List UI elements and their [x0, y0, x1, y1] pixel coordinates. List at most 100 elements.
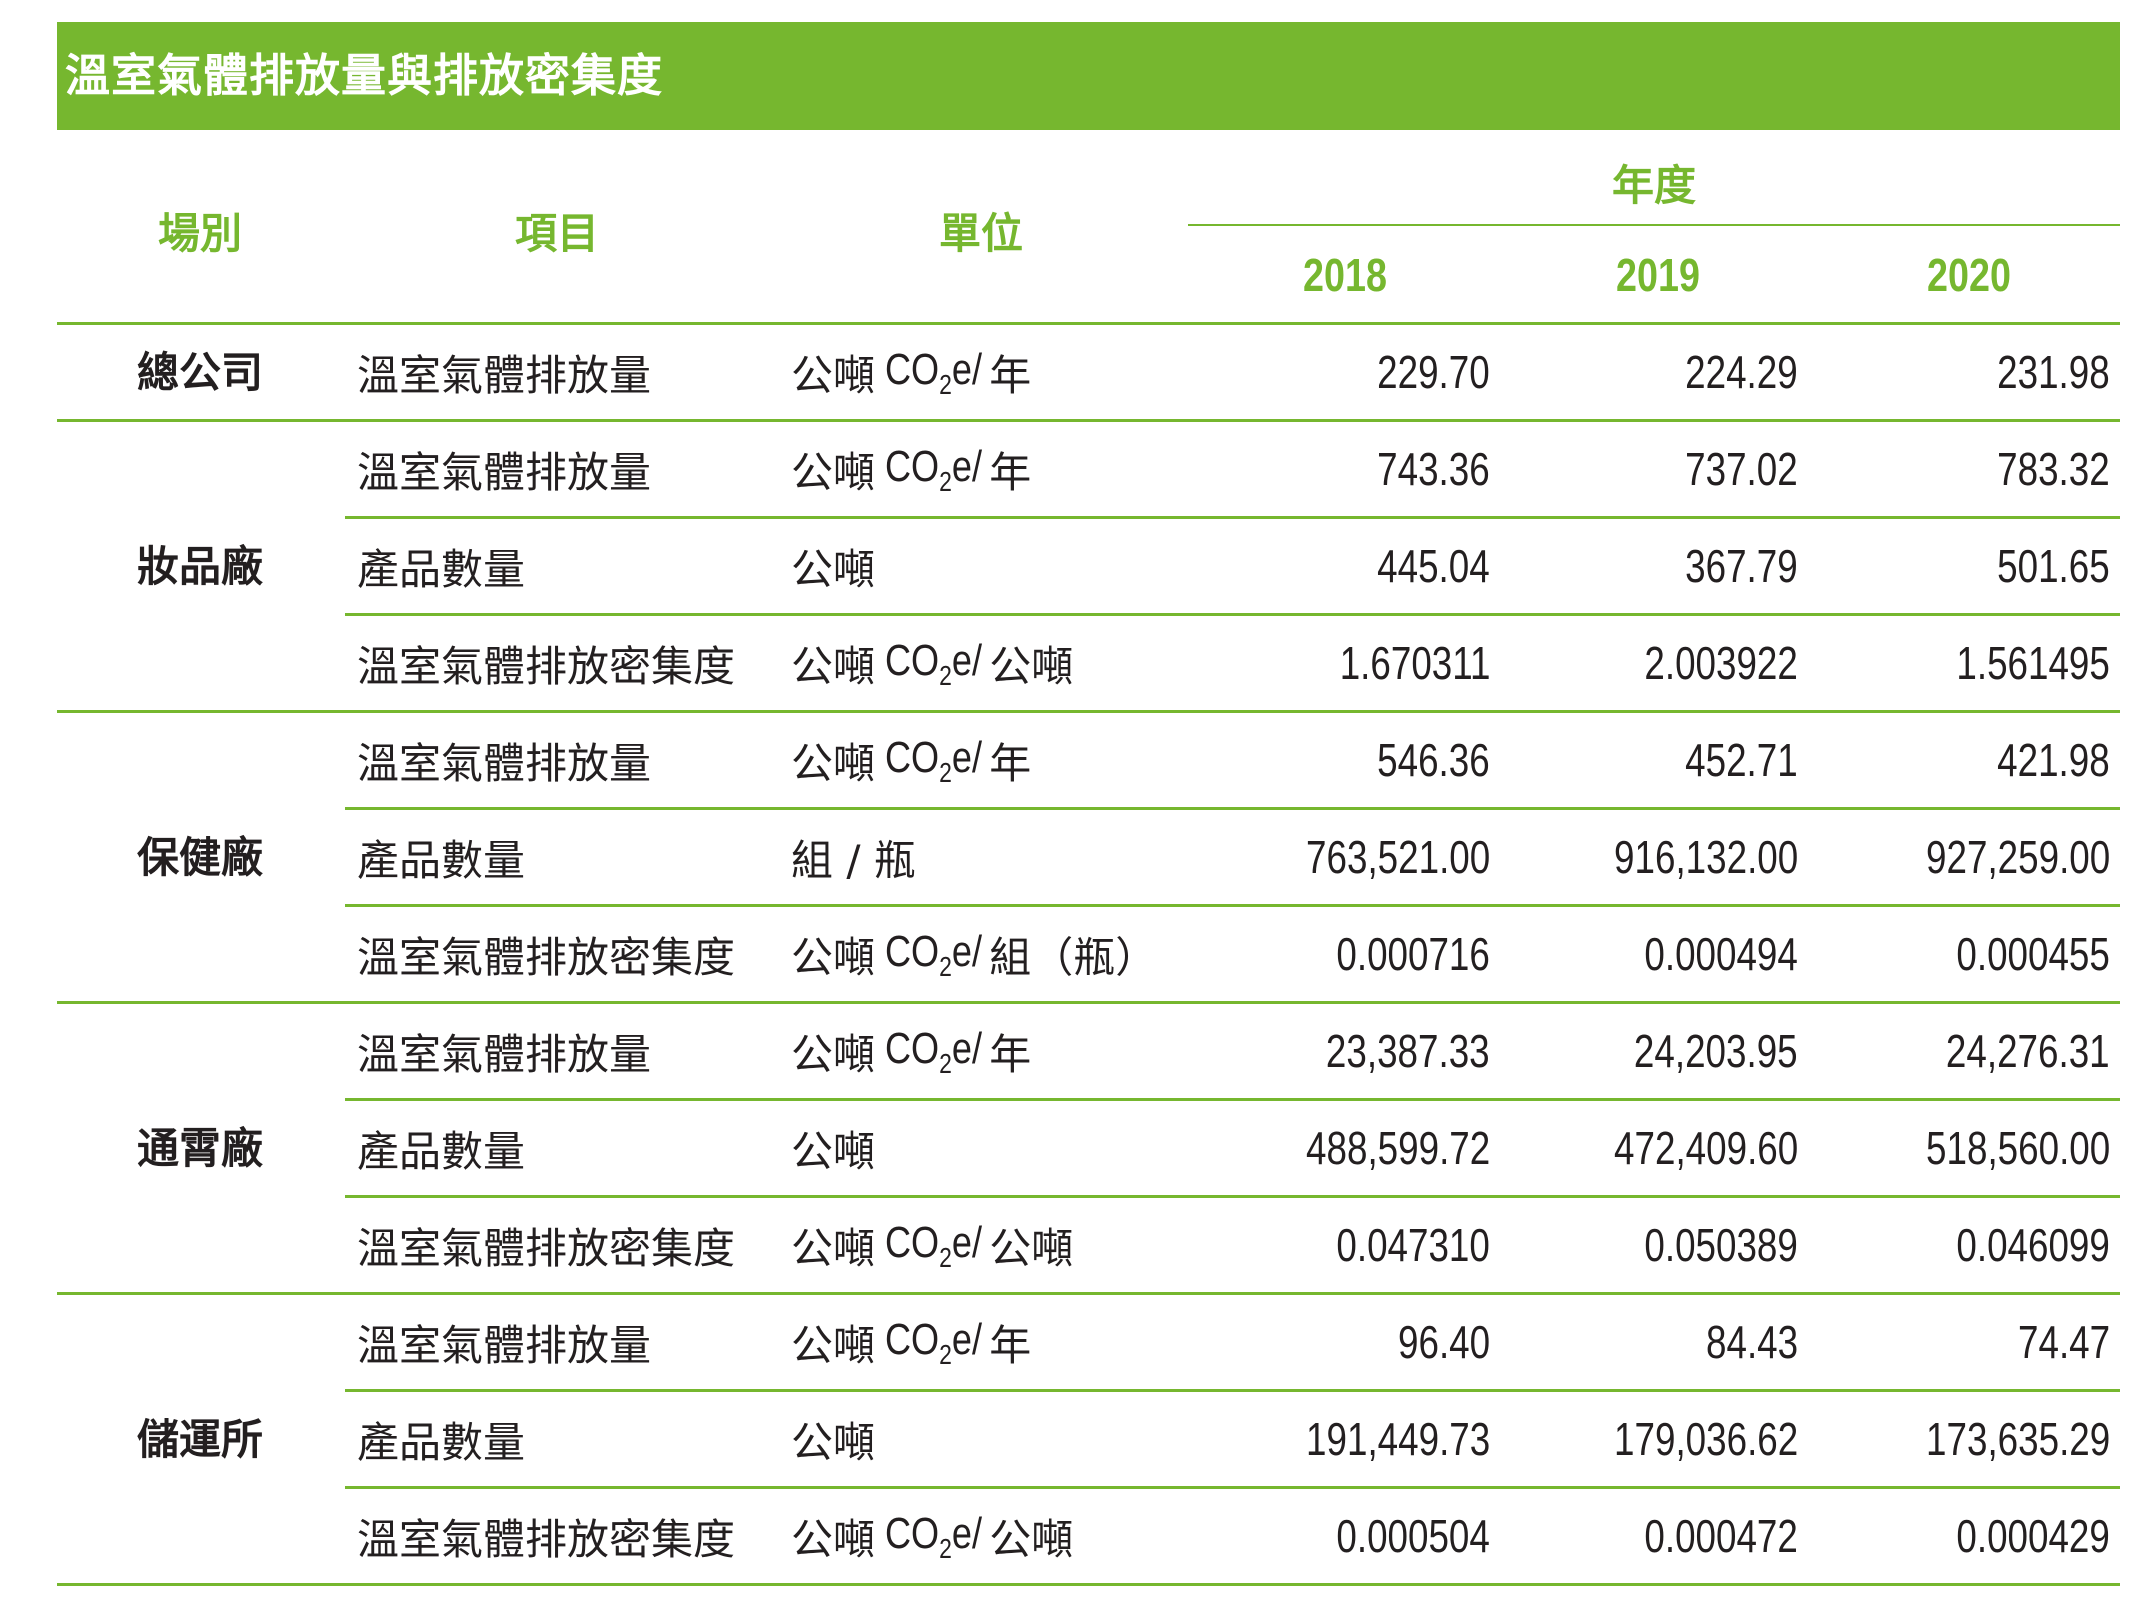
header-site: 場別 [157, 209, 242, 258]
header-year-divider [1188, 224, 2120, 226]
row-value-2020: 1.561495 [1956, 637, 2111, 689]
unit-co2: CO2e/ [885, 1023, 983, 1079]
unit-suffix: 公噸 [989, 1224, 1074, 1273]
unit-co2-subscript: 2 [939, 950, 952, 982]
row-item-label: 溫室氣體排放量 [357, 1321, 652, 1370]
row-divider [345, 1389, 2120, 1392]
row-value-2020: 24,276.31 [1946, 1025, 2110, 1077]
unit-suffix: 年 [989, 739, 1032, 788]
unit-co2: CO2e/ [885, 344, 983, 400]
unit-prefix: 公噸 [791, 1030, 876, 1079]
unit-prefix: 公噸 [791, 545, 876, 594]
header-bottom-rule [57, 322, 2120, 325]
row-unit: 公噸 CO2e/ 公噸 [791, 1197, 1073, 1294]
row-value-2020: 518,560.00 [1925, 1122, 2110, 1174]
row-unit: 組 / 瓶 [791, 809, 916, 906]
row-unit: 公噸 CO2e/ 年 [791, 421, 1031, 518]
unit-co2: CO2e/ [885, 635, 983, 691]
row-divider [345, 807, 2120, 810]
row-item-label: 溫室氣體排放密集度 [357, 1515, 736, 1564]
row-value-2018: 23,387.33 [1326, 1025, 1490, 1077]
unit-suffix: 公噸 [989, 1515, 1074, 1564]
unit-co2-subscript: 2 [939, 756, 952, 788]
table-title: 溫室氣體排放量與排放密集度 [57, 22, 2120, 130]
row-item-label: 溫室氣體排放量 [357, 351, 652, 400]
row-item-label: 溫室氣體排放密集度 [357, 642, 736, 691]
header-item: 項目 [514, 209, 599, 258]
row-value-2018: 743.36 [1377, 443, 1490, 495]
row-value-2019: 916,132.00 [1613, 831, 1798, 883]
site-label: 妝品廠 [136, 542, 263, 591]
row-value-2019: 367.79 [1685, 540, 1798, 592]
group-divider [57, 1292, 2120, 1295]
row-value-2019: 24,203.95 [1634, 1025, 1798, 1077]
row-unit: 公噸 [791, 1391, 875, 1488]
header-year-2018: 2018 [1303, 249, 1387, 301]
site-label: 總公司 [136, 348, 263, 397]
unit-suffix: 年 [989, 448, 1032, 497]
row-value-2020: 783.32 [1997, 443, 2110, 495]
row-item-label: 溫室氣體排放密集度 [357, 1224, 736, 1273]
row-value-2019: 0.000472 [1644, 1510, 1799, 1562]
row-value-2019: 737.02 [1685, 443, 1798, 495]
unit-suffix: 年 [989, 1321, 1032, 1370]
row-value-2019: 472,409.60 [1613, 1122, 1798, 1174]
row-value-2018: 0.000716 [1336, 928, 1491, 980]
unit-co2: CO2e/ [885, 1314, 983, 1370]
row-value-2020: 927,259.00 [1925, 831, 2110, 883]
row-item-label: 產品數量 [357, 836, 526, 885]
row-value-2020: 421.98 [1997, 734, 2110, 786]
row-value-2018: 229.70 [1377, 346, 1490, 398]
row-divider [345, 1098, 2120, 1101]
row-value-2018: 96.40 [1397, 1316, 1490, 1368]
unit-prefix: 公噸 [791, 739, 876, 788]
row-item-label: 產品數量 [357, 1418, 526, 1467]
unit-prefix: 公噸 [791, 1515, 876, 1564]
row-unit: 公噸 [791, 1100, 875, 1197]
row-item-label: 溫室氣體排放量 [357, 448, 652, 497]
row-value-2018: 191,449.73 [1305, 1413, 1490, 1465]
unit-co2-subscript: 2 [939, 1241, 952, 1273]
unit-prefix: 公噸 [791, 351, 876, 400]
row-unit: 公噸 CO2e/ 年 [791, 324, 1031, 421]
unit-co2: CO2e/ [885, 441, 983, 497]
site-label: 保健廠 [136, 833, 263, 882]
row-value-2020: 74.47 [2017, 1316, 2110, 1368]
unit-prefix: 公噸 [791, 1321, 876, 1370]
row-value-2020: 0.000429 [1956, 1510, 2111, 1562]
row-divider [345, 904, 2120, 907]
row-divider [345, 1486, 2120, 1489]
row-unit: 公噸 CO2e/ 公噸 [791, 1488, 1073, 1585]
row-value-2019: 0.050389 [1644, 1219, 1799, 1271]
header-year-group: 年度 [1611, 161, 1696, 210]
unit-prefix: 公噸 [791, 1418, 876, 1467]
header-unit: 單位 [938, 209, 1023, 258]
site-label: 儲運所 [136, 1415, 263, 1464]
row-value-2019: 2.003922 [1644, 637, 1799, 689]
row-value-2019: 224.29 [1685, 346, 1798, 398]
group-divider [57, 1001, 2120, 1004]
row-value-2018: 0.000504 [1336, 1510, 1491, 1562]
unit-prefix: 公噸 [791, 1127, 876, 1176]
row-value-2019: 0.000494 [1644, 928, 1799, 980]
unit-suffix: 年 [989, 1030, 1032, 1079]
row-value-2020: 0.046099 [1956, 1219, 2111, 1271]
unit-suffix: 年 [989, 351, 1032, 400]
group-divider [57, 419, 2120, 422]
row-value-2020: 173,635.29 [1925, 1413, 2110, 1465]
row-value-2018: 763,521.00 [1305, 831, 1490, 883]
row-item-label: 溫室氣體排放量 [357, 739, 652, 788]
row-item-label: 產品數量 [357, 545, 526, 594]
unit-co2-subscript: 2 [939, 1338, 952, 1370]
row-item-label: 溫室氣體排放密集度 [357, 933, 736, 982]
row-value-2020: 0.000455 [1956, 928, 2111, 980]
unit-co2-subscript: 2 [939, 659, 952, 691]
unit-co2: CO2e/ [885, 1508, 983, 1564]
row-value-2018: 488,599.72 [1305, 1122, 1490, 1174]
row-item-label: 產品數量 [357, 1127, 526, 1176]
row-unit: 公噸 CO2e/ 公噸 [791, 615, 1073, 712]
row-item-label: 溫室氣體排放量 [357, 1030, 652, 1079]
row-unit: 公噸 CO2e/ 年 [791, 1294, 1031, 1391]
unit-prefix: 組 / 瓶 [791, 836, 916, 885]
unit-prefix: 公噸 [791, 1224, 876, 1273]
